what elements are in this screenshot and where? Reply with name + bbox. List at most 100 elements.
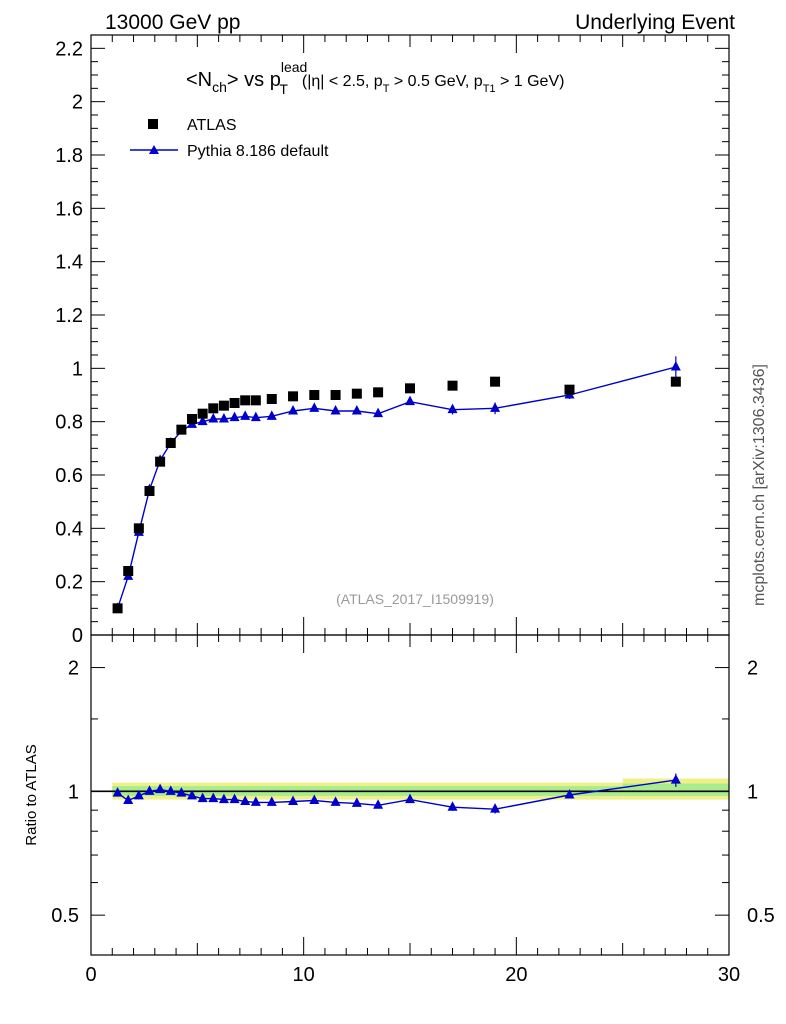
ratio-pythia-point [670,774,681,784]
ratio-frame [90,634,730,956]
pythia-point [197,415,208,426]
ratio-pythia-point [112,787,123,797]
main-ytick-label: 1.4 [55,252,83,274]
ratio-pythia-point [133,789,144,800]
title-pt-sup: lead [281,59,307,75]
pythia-point [670,361,681,371]
atlas-point [218,400,229,411]
pythia-point [208,413,219,423]
atlas-point [197,408,208,419]
title-cuts-a: (|η| < 2.5, p [302,73,383,90]
pythia-point [288,405,299,415]
ratio-xtick-label: 0 [85,964,96,986]
ratio-pythia-point [405,793,415,804]
ratio-pythia-point [309,794,320,805]
ratio-pythia-point [144,785,155,795]
ratio-ytick-label-right: 2 [747,658,758,680]
atlas-point [187,414,198,424]
atlas-point [123,566,134,576]
main-axes: 0 0.2 0.4 0.6 0.8 1 1.2 1.4 1.6 1.8 2 2.2 [55,35,730,647]
ratio-pythia-point [208,792,219,803]
ratio-xtick-label: 30 [718,964,740,986]
ratio-band [91,778,729,800]
uncertainty-band-green [622,783,729,796]
legend-atlas-marker [148,119,158,129]
ratio-axes: 0.5 0.51 12 20 10 20 30 [51,635,775,986]
ratio-pythia-point [165,785,176,795]
atlas-point [176,424,187,435]
atlas-point [165,438,176,448]
main-ytick-label: 0.6 [55,465,83,487]
ratio-ytick-label: 1 [68,781,79,803]
main-ytick-label: 1.6 [55,198,83,220]
ratio-pythia-point [187,789,198,800]
ratio-pythia-point [330,796,341,806]
ratio-pythia-point [564,788,575,799]
ratio-pythia-point [229,793,240,804]
ratio-xtick-label: 20 [505,964,527,986]
ratio-pythia-point [176,787,187,797]
main-ytick-label: 1 [72,358,83,380]
title-cuts-b-sub: T1 [483,83,496,95]
atlas-point [144,486,155,496]
legend-atlas-label: ATLAS [187,117,237,134]
atlas-point [309,390,320,400]
legend: ATLAS Pythia 8.186 default [130,117,329,160]
ratio-ytick-label-right: 0.5 [747,905,775,927]
pythia-point [229,411,240,422]
atlas-point [405,383,415,394]
ratio-pythia-point [373,799,384,809]
ratio-pythia-point [218,793,229,804]
atlas-point [288,391,299,402]
main-ytick-label: 1.8 [55,145,83,167]
ratio-pythia-point [240,795,251,805]
pythia-point [250,411,261,422]
ratio-pythia-point [197,792,208,803]
atlas-point [133,523,144,534]
atlas-point [250,395,261,406]
main-ytick-label: 2 [72,92,83,114]
process-label: Underlying Event [575,11,735,34]
ratio-xtick-label: 10 [293,964,315,986]
atlas-point [330,390,341,400]
ratio-pythia-point [490,803,501,813]
pythia-point [447,403,458,414]
main-ytick-label: 0.8 [55,412,83,434]
ratio-pythia-point [288,795,299,805]
ratio-ytick-label: 0.5 [51,905,79,927]
main-ytick-label: 0 [72,625,83,647]
analysis-id-label: (ATLAS_2017_I1509919) [336,591,494,607]
atlas-point [373,387,384,398]
pythia-point [405,395,415,406]
ratio-pythia-point [155,783,166,794]
title-pt-sub: T [279,81,288,97]
atlas-point [490,376,501,387]
ratio-pythia-point [266,796,277,806]
ratio-series [112,773,681,814]
ratio-pythia-point [250,796,261,806]
pythia-point [218,413,229,423]
pythia-point [330,405,341,415]
main-ytick-label: 0.2 [55,572,83,594]
ratio-pythia-point [123,794,134,805]
atlas-point [208,403,219,414]
legend-pythia-label: Pythia 8.186 default [187,143,329,160]
pythia-point [266,410,277,420]
atlas-point [229,398,240,408]
title-obs-close: > vs p [227,69,281,91]
atlas-point [240,395,251,406]
pythia-point [309,402,320,412]
ratio-pythia-point [351,797,362,807]
plot-title: <Nch> vs plead T (|η| < 2.5, pT > 0.5 GeV,… [186,59,564,97]
ratio-ytick-label-right: 1 [747,781,758,803]
atlas-point [266,394,277,404]
atlas-point [155,456,166,467]
pythia-point [490,402,501,412]
atlas-point [112,603,123,614]
source-label: mcplots.cern.ch [arXiv:1306.3436] [751,364,768,606]
atlas-point [447,380,458,391]
main-ytick-label: 2.2 [55,38,83,60]
main-series [112,356,681,614]
pythia-line [116,366,676,609]
